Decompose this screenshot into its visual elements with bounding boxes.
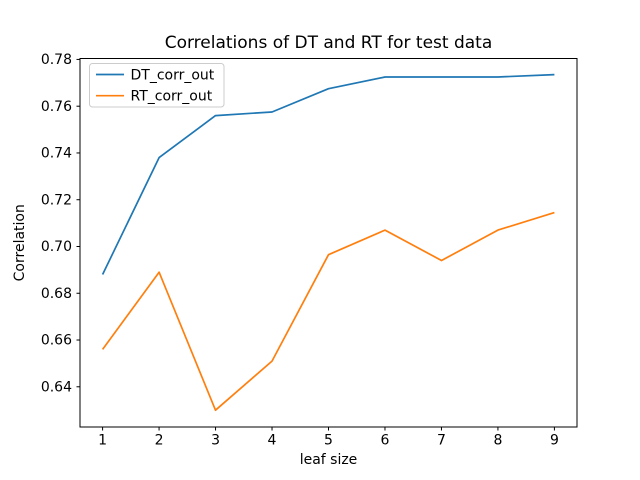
x-tick-label: 4 bbox=[268, 433, 277, 449]
x-tick-label: 9 bbox=[550, 433, 559, 449]
y-tick-label: 0.70 bbox=[41, 239, 72, 255]
x-tick-label: 1 bbox=[98, 433, 107, 449]
series-line-DT_corr_out bbox=[101, 73, 555, 275]
x-tick-label: 7 bbox=[437, 433, 446, 449]
x-tick-label: 8 bbox=[493, 433, 502, 449]
y-tick-label: 0.64 bbox=[41, 379, 72, 395]
y-tick-label: 0.78 bbox=[41, 52, 72, 68]
x-tick-label: 6 bbox=[381, 433, 390, 449]
x-tick-label: 3 bbox=[211, 433, 220, 449]
plot-area: 1 2 3 4 5 6 7 8 9 0.64 0.66 0.68 0.70 0.72 0.74 0.76 0.7… bbox=[41, 52, 578, 449]
series-line-RT_corr_out bbox=[101, 211, 555, 412]
y-tick-label: 0.68 bbox=[41, 286, 72, 302]
x-axis-label: leaf size bbox=[300, 452, 358, 468]
y-tick-label: 0.76 bbox=[41, 99, 72, 115]
y-tick-label: 0.72 bbox=[41, 192, 72, 208]
legend-label-DT_corr_out: DT_corr_out bbox=[131, 67, 215, 83]
axes-frame bbox=[79, 58, 578, 428]
y-tick-label: 0.74 bbox=[41, 146, 72, 162]
y-tick-label: 0.66 bbox=[41, 333, 72, 349]
x-tick-label: 2 bbox=[155, 433, 164, 449]
legend-label-RT_corr_out: RT_corr_out bbox=[131, 89, 213, 105]
y-axis-label: Correlation bbox=[12, 204, 28, 281]
x-tick-label: 5 bbox=[324, 433, 333, 449]
chart-title: Correlations of DT and RT for test data bbox=[165, 33, 493, 53]
